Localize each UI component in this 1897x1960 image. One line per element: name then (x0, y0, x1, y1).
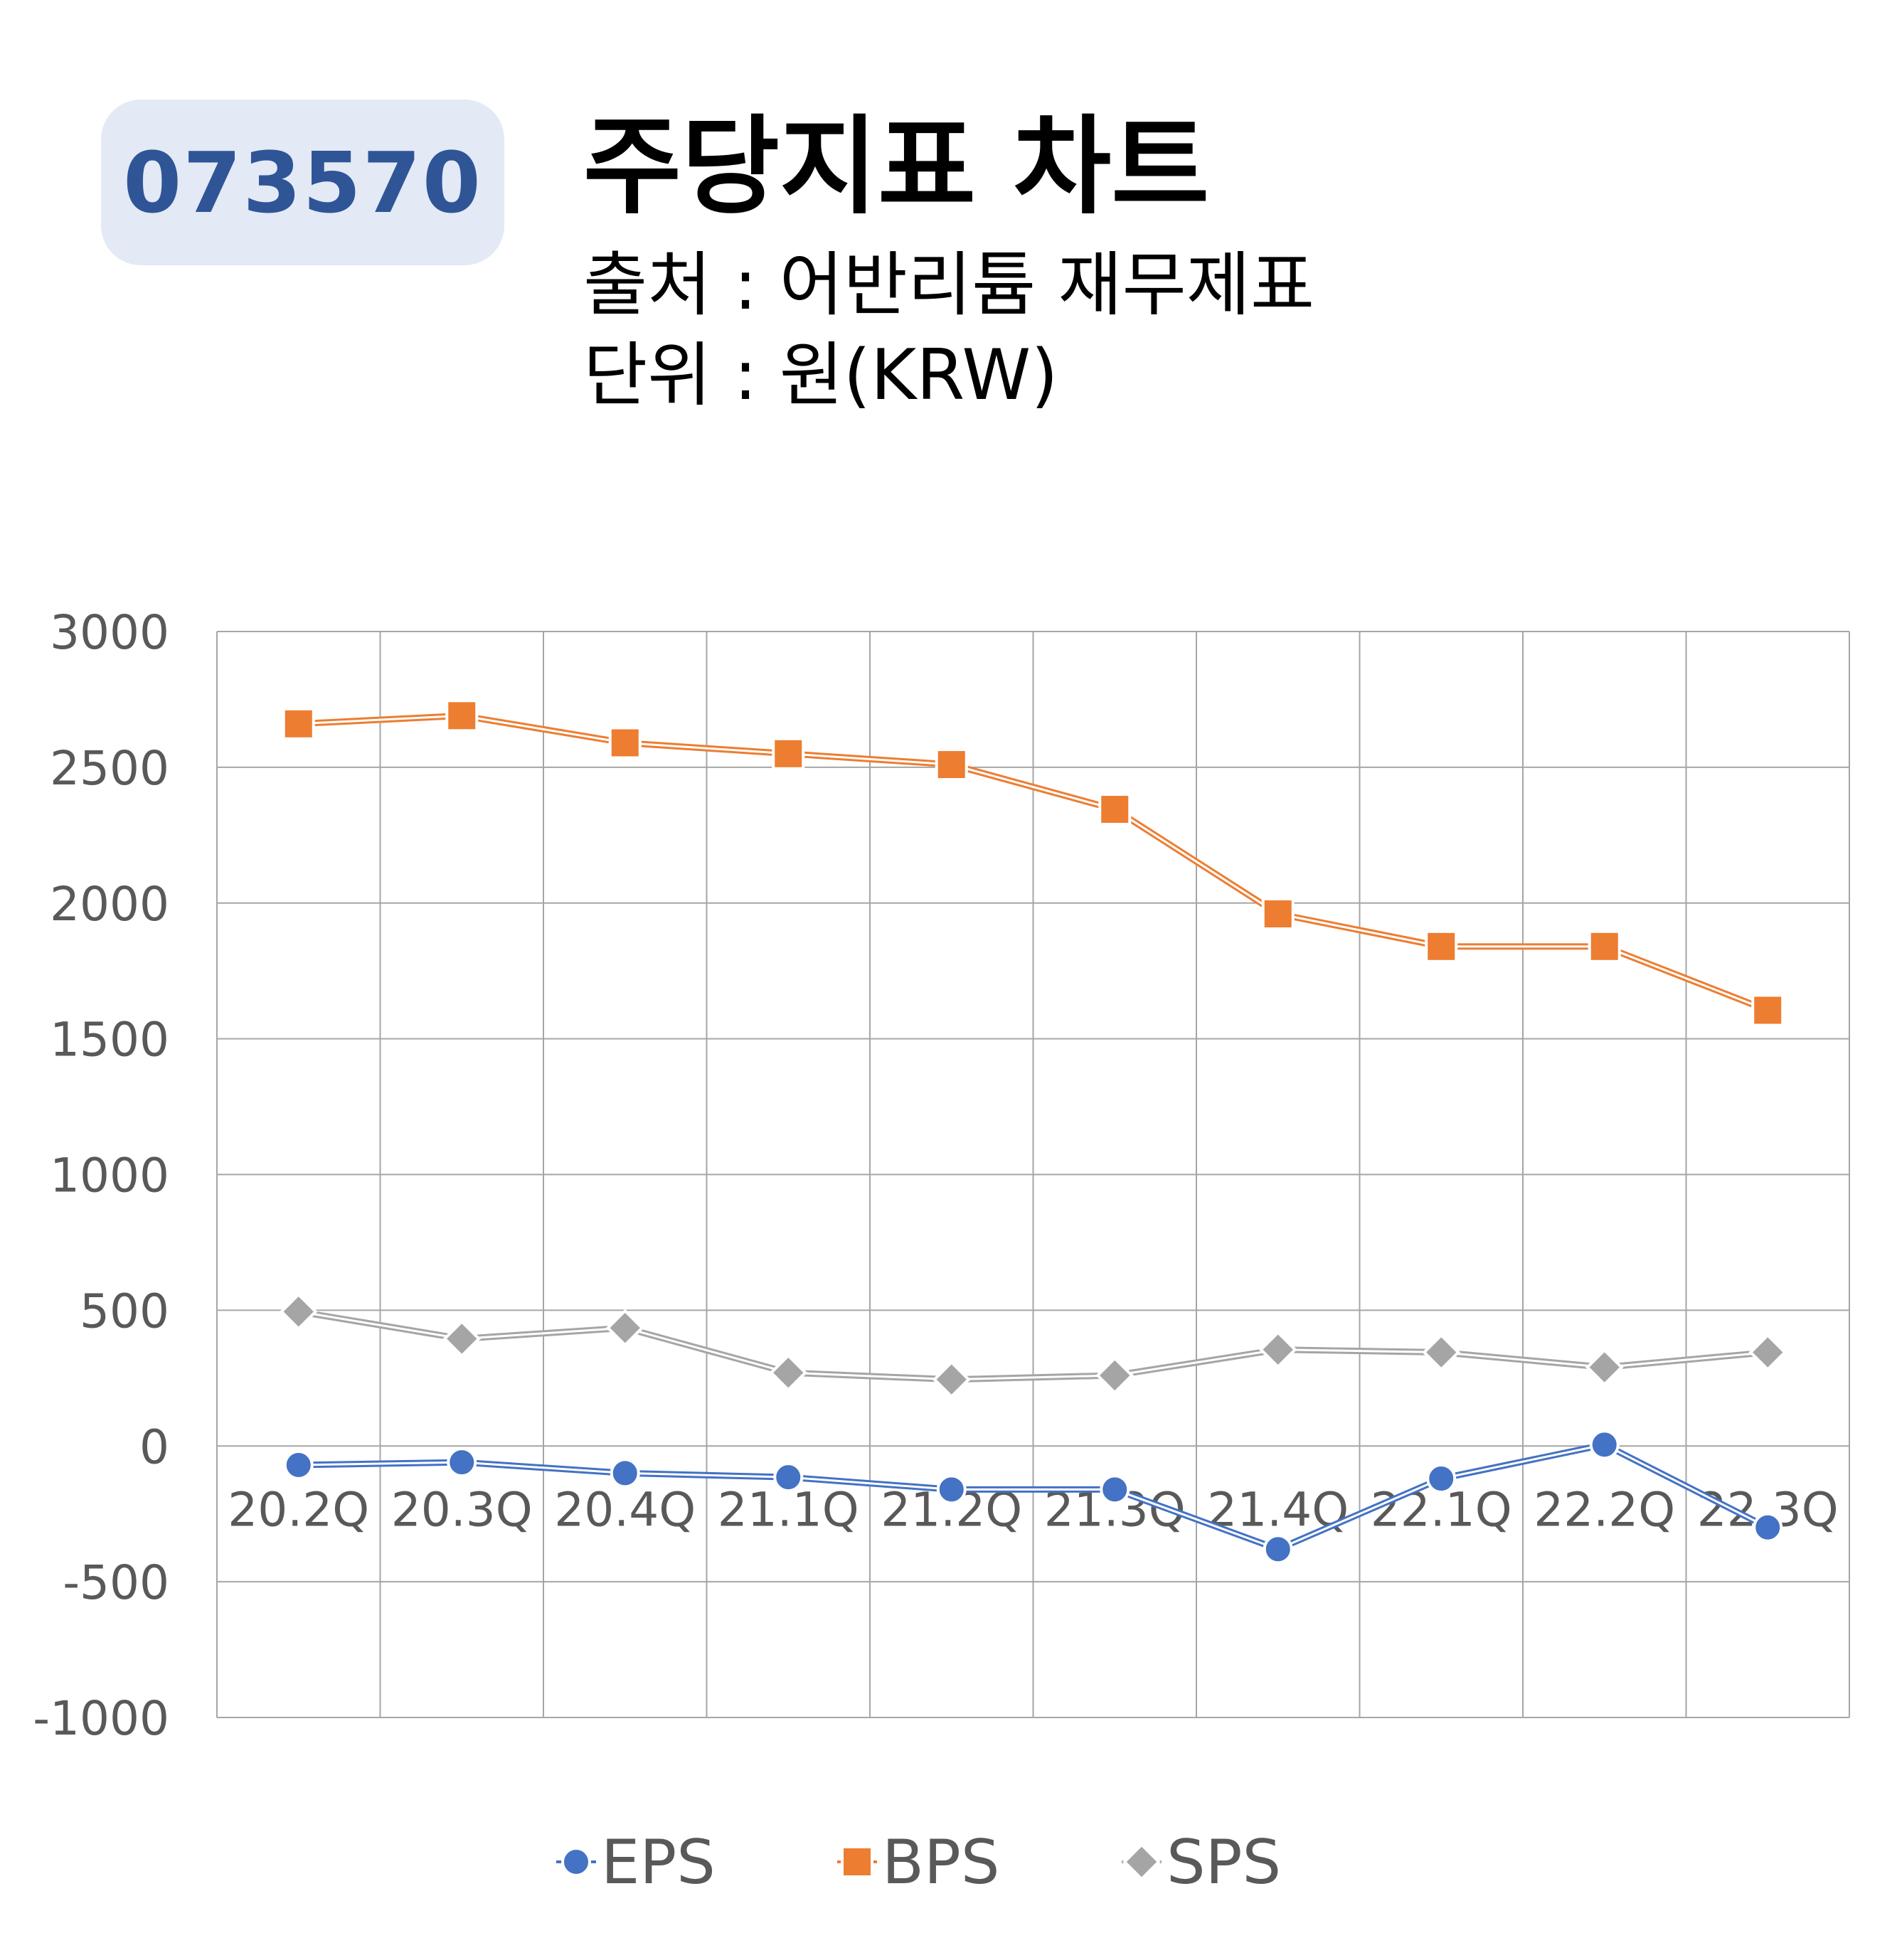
legend-label: BPS (882, 1827, 999, 1898)
sps-point (1095, 1356, 1135, 1395)
eps-line (298, 1443, 1768, 1550)
eps-point (447, 1447, 477, 1478)
eps-series (283, 1429, 1783, 1565)
bps-point (445, 699, 479, 733)
bps-point (772, 737, 805, 770)
y-tick-label: 2000 (50, 877, 169, 932)
y-tick-label: 1500 (50, 1013, 169, 1067)
sps-point (1585, 1348, 1624, 1387)
legend-item-eps: EPS (556, 1827, 716, 1898)
bps-series (282, 699, 1785, 1027)
page-title: 주당지표 차트 (583, 105, 1210, 229)
chart-series (279, 699, 1787, 1565)
x-tick-label: 20.4Q (554, 1482, 696, 1537)
eps-point (283, 1449, 314, 1480)
legend-label: EPS (601, 1827, 716, 1898)
y-tick-label: -1000 (33, 1691, 169, 1746)
x-axis-ticks: 20.2Q 20.3Q 20.4Q 21.1Q 21.2Q 21.3Q 21.4Q 22.1Q… (228, 1482, 1838, 1537)
bps-point (1098, 793, 1132, 826)
eps-point (610, 1458, 640, 1488)
eps-point (1100, 1474, 1130, 1505)
legend-label: SPS (1167, 1827, 1281, 1898)
y-tick-label: 1000 (50, 1149, 169, 1203)
legend-item-bps: BPS (837, 1827, 999, 1898)
y-axis-ticks: 3000 2500 2000 1500 1000 500 0 -500 -1000 (33, 605, 169, 1746)
y-tick-label: 500 (80, 1284, 169, 1338)
y-tick-label: -500 (63, 1555, 169, 1610)
bps-point (1261, 898, 1295, 931)
sps-point (1748, 1333, 1787, 1372)
x-tick-label: 20.2Q (228, 1482, 369, 1537)
eps-point (936, 1474, 967, 1505)
legend-eps-point (561, 1847, 591, 1877)
eps-point (1753, 1512, 1783, 1543)
sps-point (769, 1353, 808, 1392)
y-tick-label: 0 (139, 1420, 169, 1474)
legend-sps-point (1122, 1843, 1161, 1881)
chart-grid (216, 631, 1850, 1718)
y-tick-label: 3000 (50, 605, 169, 660)
eps-point (1426, 1464, 1457, 1494)
y-tick-label: 2500 (50, 741, 169, 796)
bps-point (1588, 930, 1621, 963)
x-tick-label: 22.2Q (1534, 1482, 1675, 1537)
eps-point (1589, 1429, 1620, 1460)
sps-line (298, 1310, 1768, 1381)
eps-point (773, 1462, 804, 1493)
legend-bps-point (841, 1846, 873, 1878)
ticker-badge: 073570 (101, 100, 504, 265)
title-block: 주당지표 차트 출처 : 어반리튬 재무제표 단위 : 원(KRW) (583, 114, 1314, 422)
eps-point (1263, 1534, 1293, 1565)
sps-point (279, 1292, 318, 1331)
sps-point (442, 1319, 482, 1358)
sps-point (932, 1360, 971, 1399)
ticker-code: 073570 (123, 133, 482, 232)
sps-point (1258, 1330, 1297, 1369)
sps-point (605, 1309, 644, 1348)
chart-legend: EPS BPS SPS (556, 1827, 1281, 1898)
bps-point (935, 748, 968, 782)
sps-point (1422, 1333, 1461, 1372)
bps-line (298, 714, 1768, 1011)
legend-item-sps: SPS (1122, 1827, 1281, 1898)
bps-point (282, 707, 315, 740)
bps-point (1751, 994, 1785, 1027)
bps-point (608, 726, 642, 760)
x-tick-label: 20.3Q (391, 1482, 533, 1537)
source-label: 출처 : 어반리튬 재무제표 (583, 245, 1315, 326)
bps-point (1425, 930, 1458, 963)
sps-series (279, 1292, 1787, 1399)
unit-label: 단위 : 원(KRW) (583, 335, 1058, 417)
